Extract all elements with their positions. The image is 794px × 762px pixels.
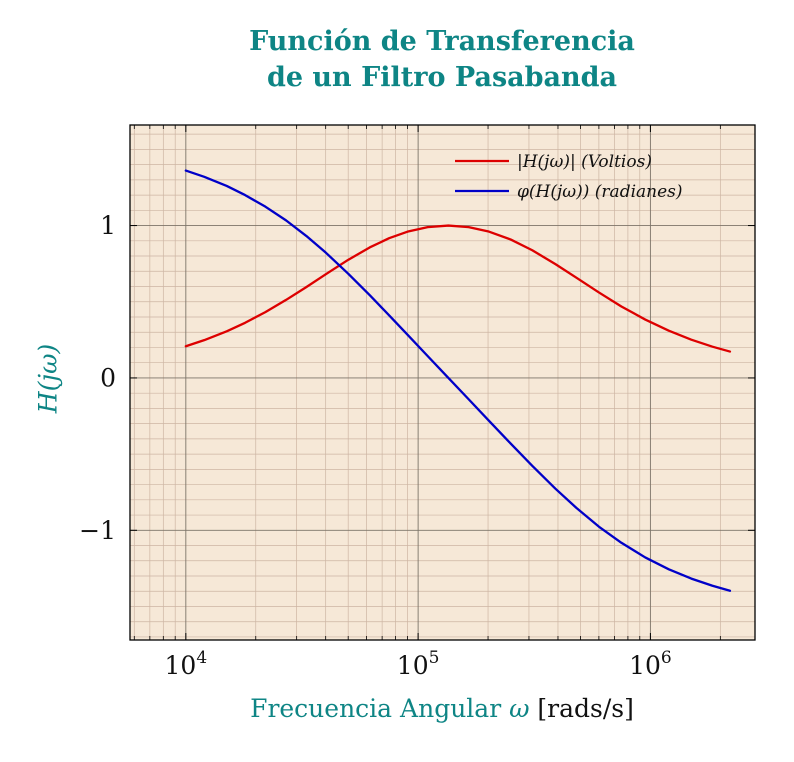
plot-area-background xyxy=(130,125,755,640)
x-axis-label: Frecuencia Angular ω [rads/s] xyxy=(90,694,794,723)
x-axis-label-text: Frecuencia Angular xyxy=(250,694,510,723)
x-axis-label-unit: [rads/s] xyxy=(529,694,634,723)
y-tick-label: 0 xyxy=(100,363,116,392)
x-tick-label: 104 xyxy=(165,648,208,680)
series-curves xyxy=(184,169,732,592)
legend: |H(jω)| (Voltios) φ(H(jω)) (radianes) xyxy=(455,152,683,202)
legend-label-0: |H(jω)| (Voltios) xyxy=(517,152,652,172)
x-tick-labels: 104 105 106 xyxy=(165,648,672,680)
legend-label-1: φ(H(jω)) (radianes) xyxy=(517,182,683,202)
x-axis-label-omega: ω xyxy=(509,694,530,723)
series-curve-1 xyxy=(184,169,732,592)
chart-title-line1: Función de Transferencia xyxy=(249,26,635,57)
x-tick-label: 105 xyxy=(397,648,440,680)
y-tick-labels: −1 0 1 xyxy=(79,211,116,545)
chart-title: Función de Transferencia de un Filtro Pa… xyxy=(90,24,794,95)
y-tick-label: −1 xyxy=(79,516,116,545)
y-tick-label: 1 xyxy=(100,211,116,240)
tick-marks xyxy=(130,125,755,640)
plot-frame xyxy=(129,124,756,641)
x-tick-label: 106 xyxy=(629,648,672,680)
chart-title-line2: de un Filtro Pasabanda xyxy=(266,61,618,93)
series-curve-0 xyxy=(184,224,732,353)
